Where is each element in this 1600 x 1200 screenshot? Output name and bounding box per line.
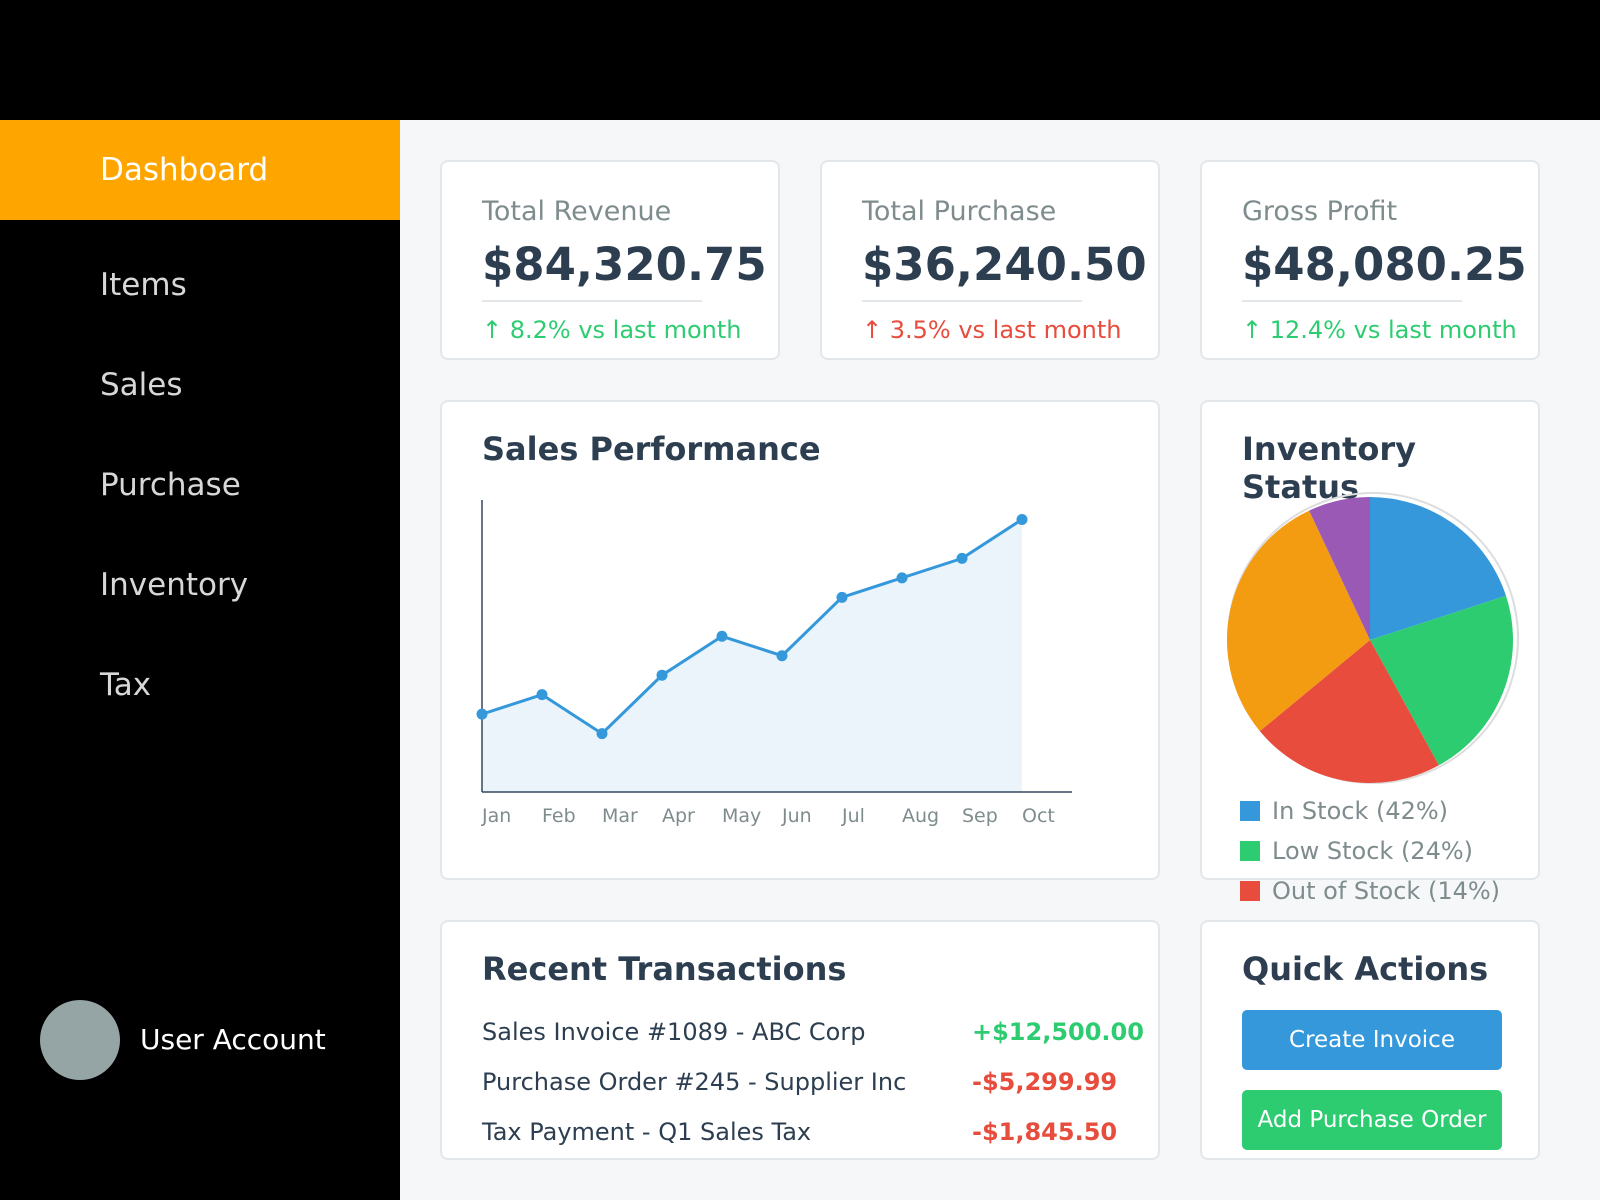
data-point-feb <box>536 689 548 701</box>
card-title: Recent Transactions <box>482 950 847 988</box>
x-tick-label: Jun <box>781 805 812 827</box>
sales-performance-card: Sales Performance Jan Feb Mar Apr May Jun Jul A… <box>440 400 1160 880</box>
transaction-row[interactable]: Sales Invoice #1089 - ABC Corp +$12,500.… <box>482 1012 1144 1052</box>
legend-label: Low Stock (24%) <box>1272 837 1474 865</box>
main-content: Total Revenue $84,320.75 ↑ 8.2% vs last … <box>400 120 1600 1200</box>
top-bar <box>0 0 1600 120</box>
sidebar-item-label: Items <box>100 267 187 303</box>
sales-line-chart: Jan Feb Mar Apr May Jun Jul Aug Sep Oct <box>476 500 1072 827</box>
divider <box>862 300 1082 302</box>
kpi-change: ↑ 3.5% vs last month <box>862 316 1122 344</box>
x-tick-label: Feb <box>542 805 576 827</box>
sales-area-fill <box>482 519 1022 792</box>
legend-item-in-stock: In Stock (42%) <box>1240 796 1448 826</box>
card-title: Quick Actions <box>1242 950 1489 988</box>
legend-label: Out of Stock (14%) <box>1272 877 1501 905</box>
x-tick-label: Jan <box>481 805 511 827</box>
avatar[interactable] <box>40 1000 120 1080</box>
transaction-row[interactable]: Purchase Order #245 - Supplier Inc -$5,2… <box>482 1062 1142 1102</box>
sidebar-item-tax[interactable]: Tax <box>0 635 400 735</box>
sidebar-item-label: Sales <box>100 367 183 403</box>
card-title: Sales Performance <box>482 430 821 468</box>
card-title: Inventory Status <box>1242 430 1416 506</box>
x-tick-label: Jul <box>841 805 865 827</box>
x-tick-label: May <box>722 805 761 827</box>
transaction-description: Sales Invoice #1089 - ABC Corp <box>482 1018 866 1046</box>
kpi-label: Total Revenue <box>482 196 672 227</box>
kpi-change: ↑ 8.2% vs last month <box>482 316 742 344</box>
transaction-row[interactable]: Tax Payment - Q1 Sales Tax -$1,845.50 <box>482 1112 1142 1152</box>
legend-label: In Stock (42%) <box>1272 797 1449 825</box>
kpi-card-profit: Gross Profit $48,080.25 ↑ 12.4% vs last … <box>1200 160 1540 360</box>
sidebar-item-label: Dashboard <box>100 152 269 188</box>
legend-swatch <box>1240 881 1260 901</box>
recent-transactions-card: Recent Transactions Sales Invoice #1089 … <box>440 920 1160 1160</box>
sidebar-item-inventory[interactable]: Inventory <box>0 535 400 635</box>
user-account-link[interactable]: User Account <box>140 1023 326 1056</box>
kpi-value: $36,240.50 <box>862 238 1147 291</box>
kpi-label: Total Purchase <box>862 196 1057 227</box>
legend-item-low-stock: Low Stock (24%) <box>1240 836 1473 866</box>
sidebar: Dashboard Items Sales Purchase Inventory… <box>0 120 400 1200</box>
x-tick-label: Sep <box>962 805 998 827</box>
sidebar-item-dashboard[interactable]: Dashboard <box>0 120 400 220</box>
transaction-description: Purchase Order #245 - Supplier Inc <box>482 1068 907 1096</box>
data-point-oct <box>1016 513 1028 525</box>
sales-series-line <box>481 518 1023 736</box>
data-point-aug <box>896 572 908 584</box>
divider <box>482 300 702 302</box>
x-tick-label: Mar <box>602 805 638 827</box>
kpi-card-purchase: Total Purchase $36,240.50 ↑ 3.5% vs last… <box>820 160 1160 360</box>
data-point-may <box>716 630 728 642</box>
sidebar-item-label: Tax <box>100 667 152 703</box>
x-tick-label: Oct <box>1022 805 1055 827</box>
sidebar-item-label: Purchase <box>100 467 241 503</box>
sidebar-item-items[interactable]: Items <box>0 235 400 335</box>
legend-item-out-of-stock: Out of Stock (14%) <box>1240 876 1500 906</box>
add-purchase-order-button[interactable]: Add Purchase Order <box>1242 1090 1502 1150</box>
transaction-amount: +$12,500.00 <box>972 1018 1144 1046</box>
kpi-card-revenue: Total Revenue $84,320.75 ↑ 8.2% vs last … <box>440 160 780 360</box>
kpi-value: $48,080.25 <box>1242 238 1527 291</box>
transaction-amount: -$1,845.50 <box>972 1118 1118 1146</box>
divider <box>1242 300 1462 302</box>
data-point-sep <box>956 552 968 564</box>
data-point-mar <box>596 728 608 740</box>
data-point-apr <box>656 669 668 681</box>
kpi-value: $84,320.75 <box>482 238 767 291</box>
data-point-jun <box>776 650 788 662</box>
sidebar-item-sales[interactable]: Sales <box>0 335 400 435</box>
kpi-label: Gross Profit <box>1242 196 1398 227</box>
transaction-amount: -$5,299.99 <box>972 1068 1118 1096</box>
x-tick-label: Aug <box>902 805 939 827</box>
quick-actions-card: Quick Actions Create Invoice Add Purchas… <box>1200 920 1540 1160</box>
sidebar-item-label: Inventory <box>100 567 249 603</box>
sidebar-item-purchase[interactable]: Purchase <box>0 435 400 535</box>
transaction-description: Tax Payment - Q1 Sales Tax <box>482 1118 812 1146</box>
legend-swatch <box>1240 841 1260 861</box>
x-tick-label: Apr <box>662 805 695 827</box>
data-point-jan <box>476 708 488 720</box>
create-invoice-button[interactable]: Create Invoice <box>1242 1010 1502 1070</box>
data-point-jul <box>836 591 848 603</box>
kpi-change: ↑ 12.4% vs last month <box>1242 316 1517 344</box>
legend-swatch <box>1240 801 1260 821</box>
